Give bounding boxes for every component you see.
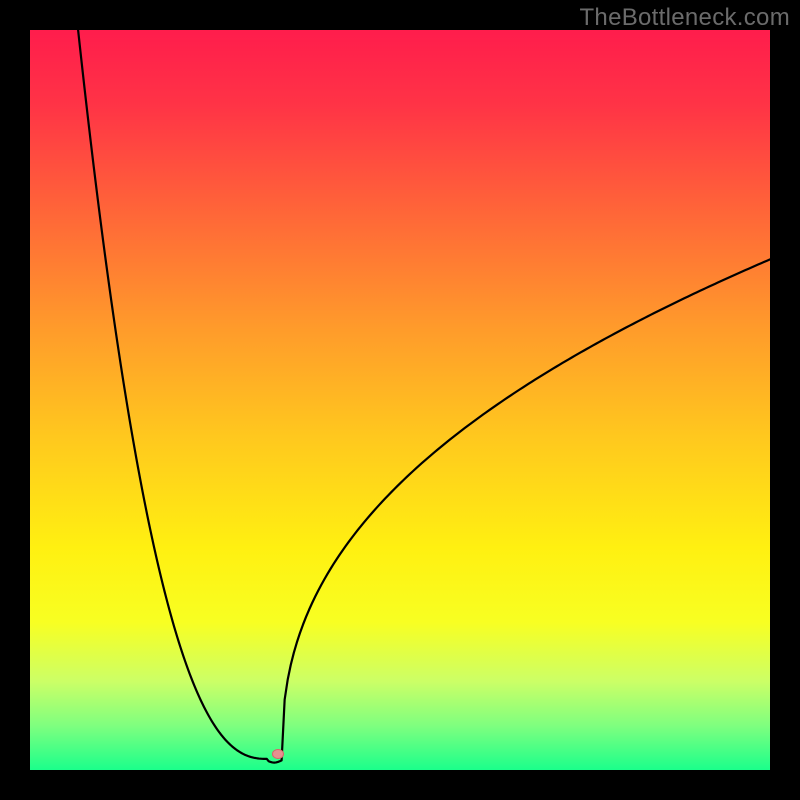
bottleneck-chart <box>0 0 800 800</box>
chart-container: TheBottleneck.com <box>0 0 800 800</box>
watermark-text: TheBottleneck.com <box>579 4 790 32</box>
plot-background <box>30 30 770 770</box>
